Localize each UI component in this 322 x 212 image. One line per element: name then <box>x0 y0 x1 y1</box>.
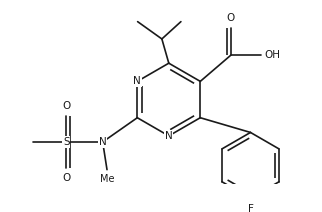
Text: Me: Me <box>100 174 114 184</box>
Text: OH: OH <box>264 50 280 60</box>
Text: O: O <box>226 13 235 22</box>
Text: N: N <box>99 137 107 147</box>
Text: O: O <box>62 173 71 183</box>
Text: N: N <box>165 131 173 141</box>
Text: O: O <box>62 101 71 111</box>
Text: S: S <box>63 137 70 147</box>
Text: F: F <box>248 204 253 212</box>
Text: N: N <box>133 76 141 86</box>
